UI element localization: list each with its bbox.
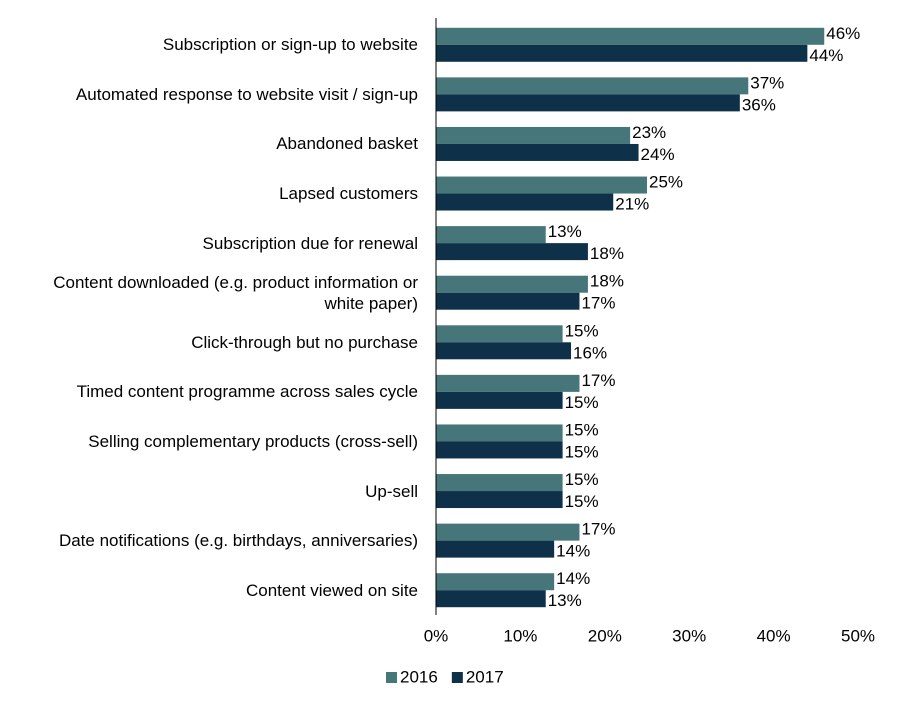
value-label: 16% [573, 343, 607, 362]
x-tick-label: 30% [672, 626, 706, 645]
legend-label: 2016 [400, 667, 438, 686]
bar [436, 391, 563, 409]
bar [436, 44, 808, 62]
bar [436, 243, 588, 261]
bar [436, 77, 749, 95]
value-label: 46% [826, 24, 860, 43]
value-label: 25% [649, 173, 683, 192]
bar [436, 126, 631, 144]
category-label: Content viewed on site [246, 580, 418, 600]
bar [436, 275, 588, 293]
legend-swatch [451, 672, 463, 683]
category-label: Up-sell [365, 481, 418, 501]
value-label: 14% [556, 569, 590, 588]
category-label: Automated response to website visit / si… [75, 84, 418, 104]
value-label: 18% [590, 272, 624, 291]
category-label: Date notifications (e.g. birthdays, anni… [58, 531, 418, 551]
legend-label: 2017 [466, 667, 504, 686]
category-label: Timed content programme across sales cyc… [76, 382, 418, 402]
value-label: 15% [565, 442, 599, 461]
x-tick-label: 10% [503, 626, 537, 645]
category-label: Abandoned basket [276, 134, 418, 154]
x-tick-label: 0% [424, 626, 449, 645]
bar [436, 474, 563, 492]
bar [436, 193, 614, 211]
bar [436, 374, 580, 392]
value-label: 13% [548, 591, 582, 610]
value-label: 37% [750, 73, 784, 92]
value-label: 36% [742, 95, 776, 114]
bar [436, 573, 555, 591]
value-label: 15% [565, 420, 599, 439]
category-label: Subscription due for renewal [202, 233, 418, 253]
category-label: Lapsed customers [279, 184, 418, 204]
bar [436, 325, 563, 343]
x-tick-label: 50% [841, 626, 875, 645]
value-label: 17% [581, 294, 615, 313]
value-label: 13% [548, 222, 582, 241]
bar [436, 94, 740, 112]
bar [436, 176, 647, 194]
bar [436, 292, 580, 310]
value-label: 24% [641, 145, 675, 164]
bar [436, 491, 563, 509]
value-label: 15% [565, 321, 599, 340]
legend-swatch [386, 672, 397, 683]
value-label: 15% [565, 470, 599, 489]
bar [436, 143, 639, 161]
value-label: 14% [556, 542, 590, 561]
value-label: 21% [615, 195, 649, 214]
category-label: Subscription or sign-up to website [162, 35, 418, 55]
value-label: 15% [565, 393, 599, 412]
bar [436, 27, 825, 45]
bar [436, 590, 546, 608]
category-label: Selling complementary products (cross-se… [88, 431, 418, 451]
value-label: 17% [581, 520, 615, 539]
value-label: 18% [590, 244, 624, 263]
bar [436, 226, 546, 244]
value-label: 17% [581, 371, 615, 390]
x-tick-label: 40% [757, 626, 791, 645]
bar [436, 540, 555, 558]
value-label: 44% [809, 46, 843, 65]
bar [436, 441, 563, 459]
category-label: Click-through but no purchase [191, 332, 418, 352]
category-label: Content downloaded (e.g. product informa… [53, 272, 418, 313]
bar [436, 424, 563, 442]
bar [436, 342, 572, 360]
bar [436, 523, 580, 541]
value-label: 15% [565, 492, 599, 511]
x-tick-label: 20% [588, 626, 622, 645]
value-label: 23% [632, 123, 666, 142]
